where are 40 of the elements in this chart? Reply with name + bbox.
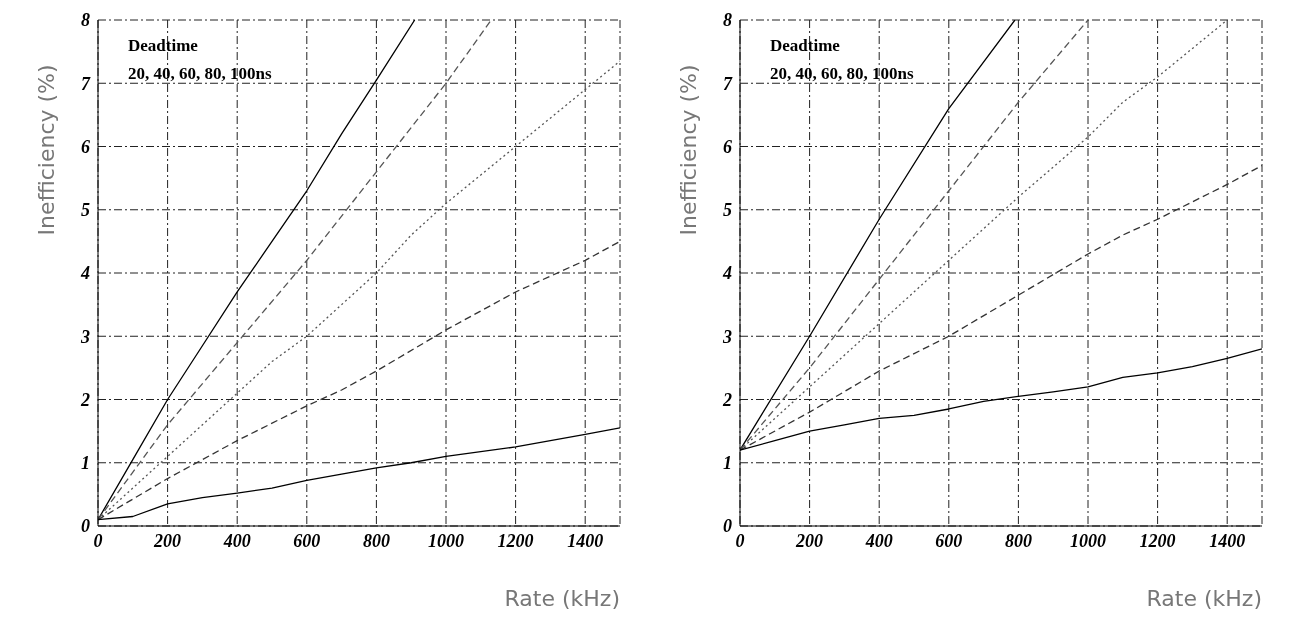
y-tick-label: 3 xyxy=(722,326,732,347)
annotation: Deadtime xyxy=(770,35,841,57)
y-tick-label: 3 xyxy=(80,326,90,347)
x-tick-label: 1000 xyxy=(428,530,464,551)
y-tick-label: 5 xyxy=(81,200,90,221)
x-axis-title: Rate (kHz) xyxy=(1146,586,1262,611)
x-tick-label: 800 xyxy=(1004,530,1032,551)
y-tick-label: 4 xyxy=(722,263,732,284)
y-axis-title: Inefficiency (%) xyxy=(33,64,59,236)
x-tick-label: 200 xyxy=(153,530,182,551)
x-tick-label: 1400 xyxy=(1209,530,1246,551)
x-tick-label: 600 xyxy=(293,530,321,551)
x-tick-label: 1200 xyxy=(497,530,534,551)
y-tick-label: 0 xyxy=(723,516,732,537)
annotation: 20, 40, 60, 80, 100ns xyxy=(128,63,272,85)
annotation: 20, 40, 60, 80, 100ns xyxy=(770,63,914,85)
y-tick-label: 4 xyxy=(80,263,90,284)
x-tick-label: 1200 xyxy=(1139,530,1176,551)
y-tick-label: 6 xyxy=(81,136,90,157)
x-tick-label: 1400 xyxy=(567,530,604,551)
x-axis-title: Rate (kHz) xyxy=(504,586,620,611)
y-tick-label: 5 xyxy=(723,200,732,221)
x-tick-label: 1000 xyxy=(1070,530,1106,551)
y-tick-label: 7 xyxy=(81,73,91,94)
y-tick-label: 2 xyxy=(80,389,90,410)
y-tick-label: 1 xyxy=(723,453,732,474)
annotation: Deadtime xyxy=(128,35,199,57)
y-tick-label: 8 xyxy=(723,10,732,31)
y-tick-label: 6 xyxy=(723,136,732,157)
y-tick-label: 8 xyxy=(81,10,90,31)
y-tick-label: 7 xyxy=(723,73,733,94)
x-tick-label: 800 xyxy=(362,530,390,551)
x-tick-label: 200 xyxy=(795,530,824,551)
y-axis-title: Inefficiency (%) xyxy=(675,64,701,236)
y-tick-label: 1 xyxy=(81,453,90,474)
x-tick-label: 400 xyxy=(222,530,251,551)
y-tick-label: 2 xyxy=(722,389,732,410)
y-tick-label: 0 xyxy=(81,516,90,537)
x-tick-label: 600 xyxy=(935,530,963,551)
x-tick-label: 400 xyxy=(864,530,893,551)
